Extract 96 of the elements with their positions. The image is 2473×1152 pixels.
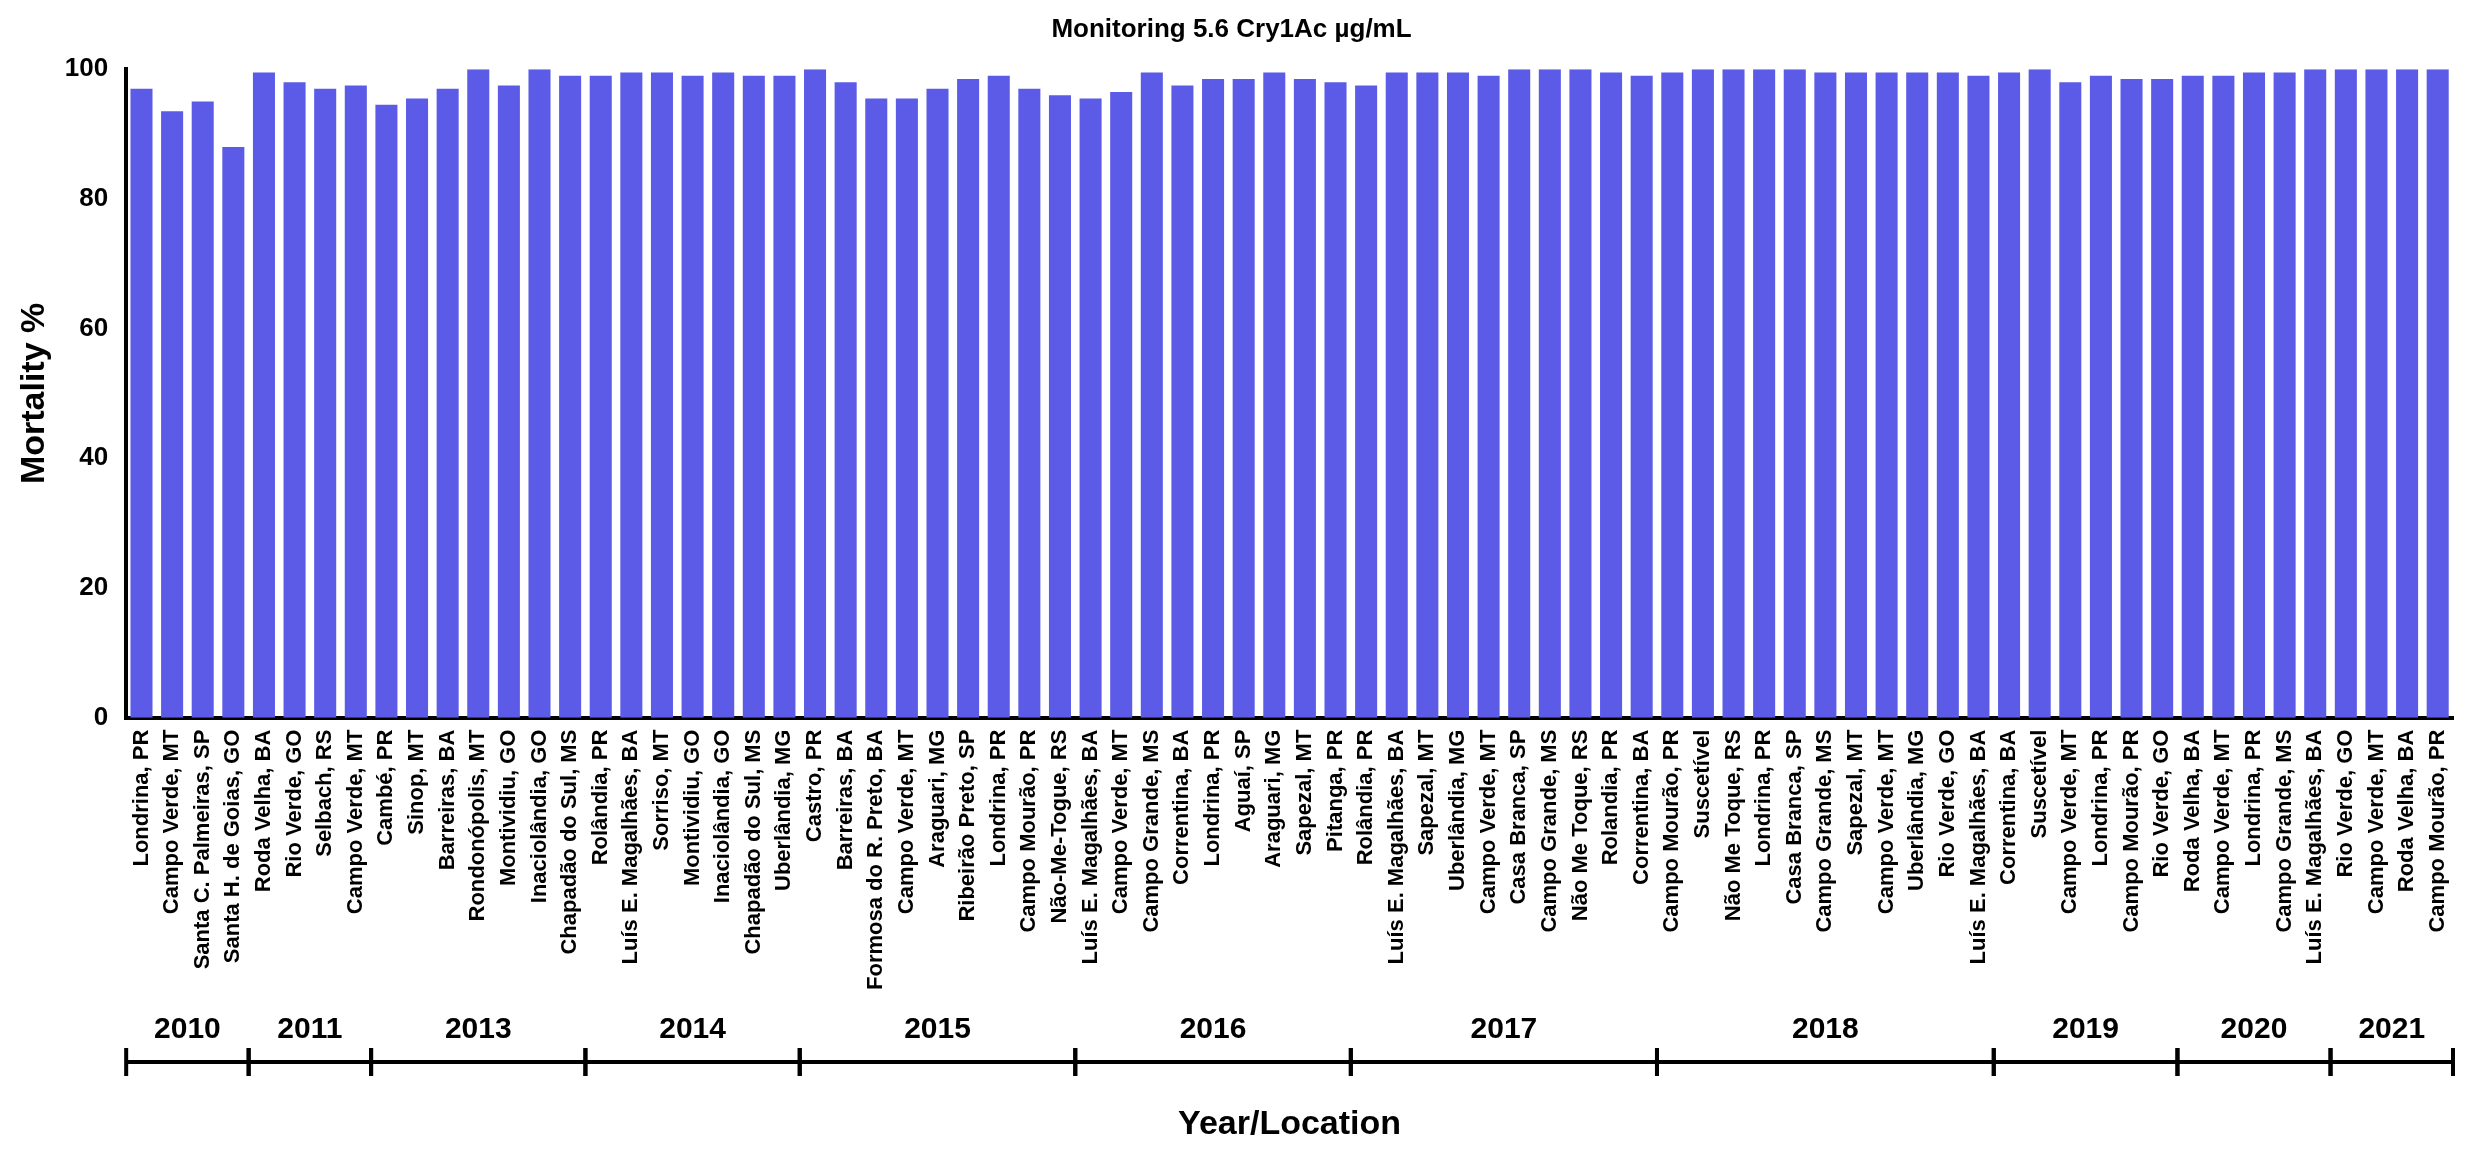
x-tick-label: Formosa do R. Preto, BA bbox=[862, 729, 888, 990]
x-tick-label: Rio Verde, GO bbox=[280, 729, 306, 878]
x-tick-label: Ribeirão Preto, SP bbox=[954, 729, 980, 922]
x-tick-label: Campo Verde, MT bbox=[892, 729, 918, 915]
x-tick-label: Chapadão do Sul, MS bbox=[556, 729, 582, 955]
x-tick-label: Uberlândia, MG bbox=[1903, 729, 1929, 891]
text: 2014 bbox=[659, 1011, 727, 1045]
x-tick-label: Montividiu, GO bbox=[494, 729, 520, 887]
x-tick-label: Campo Verde, MT bbox=[341, 729, 367, 915]
x-tick-label: Barreiras, BA bbox=[433, 729, 459, 871]
x-tick-label: Pitanga, PR bbox=[1321, 729, 1347, 852]
x-tick-label: Luís E. Magalhães, BA bbox=[617, 729, 643, 965]
x-tick-label: Campo Grande, MS bbox=[1137, 729, 1163, 933]
x-tick-label: Rondonópolis, MT bbox=[464, 729, 490, 922]
x-tick-label: Campo Verde, MT bbox=[2362, 729, 2388, 915]
y-tick-label: 20 bbox=[79, 571, 109, 602]
x-tick-label: Campo Grande, MS bbox=[1535, 729, 1561, 933]
x-tick-label: Não Me Toque, RS bbox=[1719, 729, 1745, 922]
x-tick-label: Campo Verde, MT bbox=[158, 729, 184, 915]
text: 2017 bbox=[1470, 1011, 1538, 1045]
x-tick-label: Luís E. Magalhães, BA bbox=[1382, 729, 1408, 965]
text: 2010 bbox=[154, 1011, 221, 1045]
x-tick-label: Rolândia, PR bbox=[1352, 729, 1378, 866]
x-tick-label: Campo Verde, MT bbox=[2056, 729, 2082, 915]
x-tick-label: Sinop, MT bbox=[403, 729, 429, 835]
y-tick-label: 100 bbox=[64, 52, 109, 83]
x-tick-label: Roda Velha, BA bbox=[2393, 729, 2419, 893]
x-tick-label: Araguari, MG bbox=[923, 729, 949, 868]
chart-title: Monitoring 5.6 Cry1Ac µg/mL bbox=[1051, 12, 1412, 43]
x-tick-label: Londrina, PR bbox=[127, 729, 153, 867]
x-tick-label: Correntina, BA bbox=[1995, 729, 2021, 885]
x-tick-label: Campo Mourão, PR bbox=[1015, 729, 1041, 933]
y-tick-label: 0 bbox=[93, 700, 109, 731]
x-tick-label: Não-Me-Togue, RS bbox=[1046, 729, 1072, 924]
x-tick-label: Luís E. Magalhães, BA bbox=[1076, 729, 1102, 965]
x-tick-label: Campo Verde, MT bbox=[1107, 729, 1133, 915]
x-tick-label: Santa H. de Goias, GO bbox=[219, 729, 245, 964]
x-tick-label: Rio Verde, GO bbox=[1933, 729, 1959, 878]
x-tick-label: Campo Verde, MT bbox=[1872, 729, 1898, 915]
text: 2015 bbox=[904, 1011, 971, 1045]
x-tick-label: Sapezal, MT bbox=[1842, 729, 1868, 856]
y-axis-title: Mortality % bbox=[12, 302, 51, 485]
x-tick-label: Luís E. Magalhães, BA bbox=[1964, 729, 1990, 965]
x-tick-label: Correntina, BA bbox=[1168, 729, 1194, 885]
x-axis-title: Year/Location bbox=[1178, 1103, 1402, 1142]
x-tick-label: Rio Verde, GO bbox=[2331, 729, 2357, 878]
x-tick-label: Selbach, RS bbox=[311, 729, 337, 857]
x-tick-label: Castro, PR bbox=[801, 729, 827, 843]
x-tick-label: Aguaí, SP bbox=[1229, 729, 1255, 833]
text: 2016 bbox=[1179, 1011, 1247, 1045]
text: 2019 bbox=[2052, 1011, 2119, 1045]
x-tick-label: Londrina, PR bbox=[2086, 729, 2112, 867]
x-tick-label: Roda Velha, BA bbox=[2178, 729, 2204, 893]
x-tick-label: Inaciolândia, GO bbox=[709, 729, 735, 904]
x-tick-label: Rio Verde, GO bbox=[2148, 729, 2174, 878]
x-tick-label: Não Me Toque, RS bbox=[1566, 729, 1592, 922]
x-tick-label: Uberlândia, MG bbox=[1444, 729, 1470, 891]
text: 2020 bbox=[2220, 1011, 2288, 1045]
y-tick-label: 80 bbox=[79, 182, 109, 213]
x-tick-label: Montividiu, GO bbox=[678, 729, 704, 887]
x-tick-label: Casa Branca, SP bbox=[1780, 729, 1806, 905]
x-tick-label: Suscetível bbox=[2025, 729, 2051, 839]
x-tick-label: Chapadão do Sul, MS bbox=[739, 729, 765, 955]
x-tick-label: Uberlândia, MG bbox=[770, 729, 796, 891]
x-tick-label: Luís E. Magalhães, BA bbox=[2301, 729, 2327, 965]
x-tick-label: Campo Verde, MT bbox=[2209, 729, 2235, 915]
x-tick-label: Sorriso, MT bbox=[648, 729, 674, 851]
x-tick-label: Rolândia, PR bbox=[586, 729, 612, 866]
x-tick-label: Campo Grande, MS bbox=[2270, 729, 2296, 933]
x-tick-label: Campo Mourão, PR bbox=[2423, 729, 2449, 933]
x-tick-label: Londrina, PR bbox=[1199, 729, 1225, 867]
x-tick-label: Campo Mourão, PR bbox=[2117, 729, 2143, 933]
x-tick-label: Sapezal, MT bbox=[1290, 729, 1316, 856]
x-tick-label: Correntina, BA bbox=[1627, 729, 1653, 885]
x-tick-label: Londrina, PR bbox=[984, 729, 1010, 867]
text: 2011 bbox=[277, 1011, 343, 1045]
x-tick-label: Araguari, MG bbox=[1260, 729, 1286, 868]
x-tick-label: Cambé, PR bbox=[372, 729, 398, 846]
x-tick-label: Campo Grande, MS bbox=[1811, 729, 1837, 933]
x-tick-label: Londrina, PR bbox=[1750, 729, 1776, 867]
x-tick-label: Barreiras, BA bbox=[831, 729, 857, 871]
text: 2013 bbox=[444, 1011, 512, 1045]
x-tick-label: Campo Mourão, PR bbox=[1658, 729, 1684, 933]
x-tick-label: Sapezal, MT bbox=[1413, 729, 1439, 856]
x-tick-label: Suscetível bbox=[1688, 729, 1714, 839]
x-tick-label: Casa Branca, SP bbox=[1505, 729, 1531, 905]
y-tick-label: 40 bbox=[79, 441, 109, 472]
text: 2018 bbox=[1792, 1011, 1859, 1045]
x-tick-label: Londrina, PR bbox=[2240, 729, 2266, 867]
x-tick-label: Rolandia, PR bbox=[1597, 729, 1623, 866]
text: 2021 bbox=[2358, 1011, 2426, 1045]
x-tick-label: Inaciolândia, GO bbox=[525, 729, 551, 904]
x-tick-label: Campo Verde, MT bbox=[1474, 729, 1500, 915]
x-tick-label: Santa C. Palmeiras, SP bbox=[188, 729, 214, 970]
y-tick-label: 60 bbox=[79, 311, 109, 342]
x-tick-label: Roda Velha, BA bbox=[250, 729, 276, 893]
